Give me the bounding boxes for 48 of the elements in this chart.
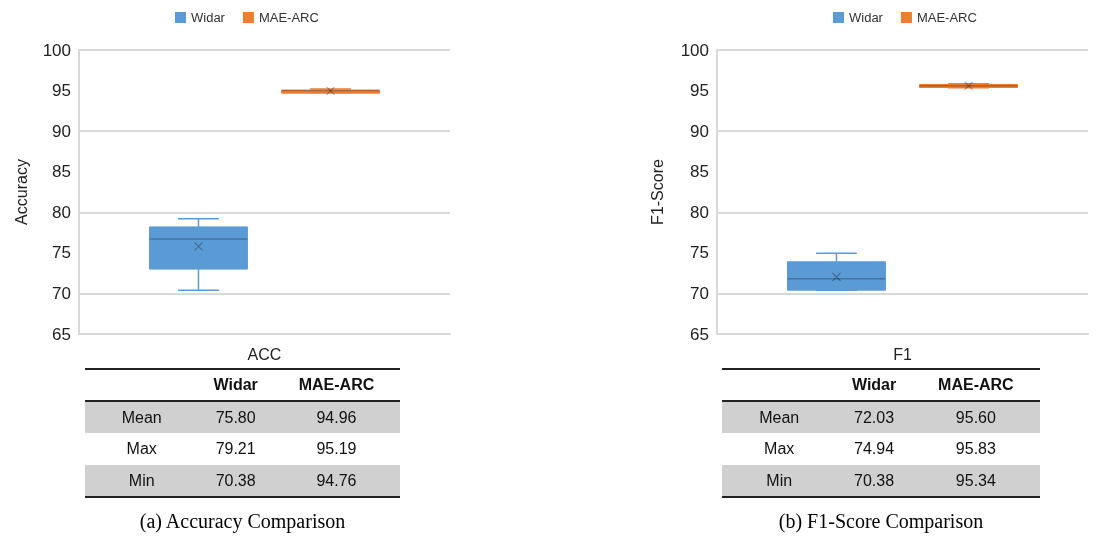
text: 94.76	[272, 465, 400, 497]
text: Max	[763, 439, 796, 459]
text: 70.38	[836, 465, 912, 497]
text: 95.19	[315, 439, 358, 459]
text: 94.96	[272, 401, 400, 433]
y-tick-label: 85	[690, 162, 709, 182]
text: 95.83	[954, 439, 997, 459]
y-tick-label: 70	[52, 283, 71, 303]
y-tick-label: 65	[52, 324, 71, 344]
legend-label: Widar	[849, 10, 884, 25]
text: MAE-ARC	[938, 376, 1014, 393]
text: 70.38	[198, 465, 273, 497]
text: Mean	[722, 401, 837, 433]
text: (b) F1-Score Comparison	[778, 510, 984, 533]
legend-label: MAE-ARC	[916, 10, 977, 25]
y-tick-label: 80	[52, 202, 71, 222]
y-tick-label: 90	[690, 121, 709, 141]
text: 95.34	[911, 465, 1040, 497]
y-tick-label: 100	[42, 40, 71, 60]
y-tick-label: 90	[52, 121, 71, 141]
y-tick-label: 65	[690, 324, 709, 344]
text: Max	[125, 439, 158, 459]
text: 79.21	[214, 439, 257, 459]
text: 75.80	[198, 401, 273, 433]
x-tick-label: ACC	[247, 345, 282, 363]
y-tick-label: 75	[52, 243, 71, 263]
y-axis-title: F1-Score	[648, 159, 666, 225]
y-tick-label: 70	[690, 283, 709, 303]
text: (a) Accuracy Comparison	[139, 510, 346, 533]
text: 72.03	[836, 401, 912, 433]
text: Mean	[85, 401, 199, 433]
text: Widar	[213, 376, 258, 393]
text: Widar	[851, 376, 897, 393]
text: Min	[722, 465, 837, 497]
x-tick-label: F1	[893, 345, 912, 363]
text: Min	[85, 465, 199, 497]
text: 74.94	[853, 439, 896, 459]
y-tick-label: 95	[52, 81, 71, 101]
text: MAE-ARC	[298, 376, 375, 393]
legend-label: Widar	[191, 10, 226, 25]
y-tick-label: 95	[690, 81, 709, 101]
y-tick-label: 100	[680, 40, 709, 60]
y-tick-label: 75	[690, 243, 709, 263]
y-tick-label: 80	[690, 202, 709, 222]
y-axis-title: Accuracy	[12, 159, 30, 225]
y-tick-label: 85	[52, 162, 71, 182]
text: 95.60	[911, 401, 1040, 433]
legend-label: MAE-ARC	[258, 10, 319, 25]
